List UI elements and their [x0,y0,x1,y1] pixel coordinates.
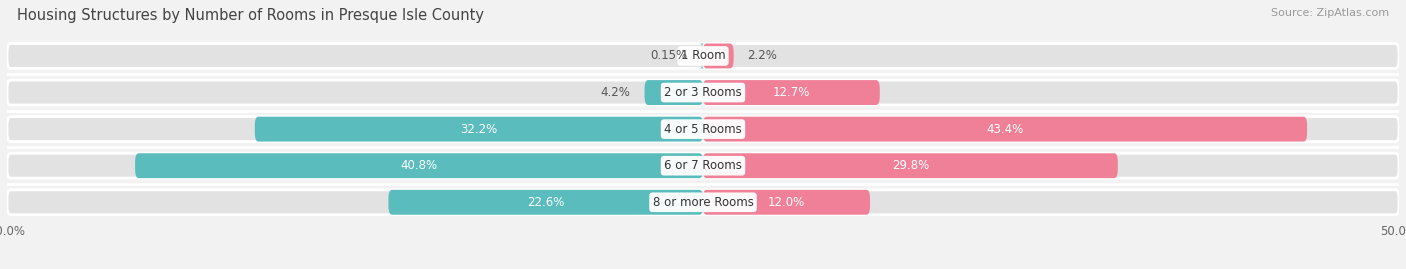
Text: 12.0%: 12.0% [768,196,806,209]
FancyBboxPatch shape [135,153,703,178]
Text: 29.8%: 29.8% [891,159,929,172]
FancyBboxPatch shape [7,190,1399,215]
FancyBboxPatch shape [703,190,870,215]
FancyBboxPatch shape [254,117,703,141]
FancyBboxPatch shape [388,190,703,215]
FancyBboxPatch shape [7,153,1399,178]
Text: 32.2%: 32.2% [460,123,498,136]
Text: 0.15%: 0.15% [650,49,688,62]
Text: 6 or 7 Rooms: 6 or 7 Rooms [664,159,742,172]
Text: Housing Structures by Number of Rooms in Presque Isle County: Housing Structures by Number of Rooms in… [17,8,484,23]
Text: Source: ZipAtlas.com: Source: ZipAtlas.com [1271,8,1389,18]
Text: 43.4%: 43.4% [987,123,1024,136]
FancyBboxPatch shape [703,44,734,68]
FancyBboxPatch shape [7,117,1399,141]
Text: 2 or 3 Rooms: 2 or 3 Rooms [664,86,742,99]
Text: 1 Room: 1 Room [681,49,725,62]
Text: 8 or more Rooms: 8 or more Rooms [652,196,754,209]
FancyBboxPatch shape [703,117,1308,141]
Text: 40.8%: 40.8% [401,159,437,172]
Text: 4 or 5 Rooms: 4 or 5 Rooms [664,123,742,136]
FancyBboxPatch shape [703,153,1118,178]
Text: 22.6%: 22.6% [527,196,564,209]
FancyBboxPatch shape [644,80,703,105]
FancyBboxPatch shape [7,44,1399,68]
FancyBboxPatch shape [700,44,704,68]
FancyBboxPatch shape [7,80,1399,105]
FancyBboxPatch shape [703,80,880,105]
Text: 2.2%: 2.2% [748,49,778,62]
Text: 12.7%: 12.7% [773,86,810,99]
Text: 4.2%: 4.2% [600,86,631,99]
